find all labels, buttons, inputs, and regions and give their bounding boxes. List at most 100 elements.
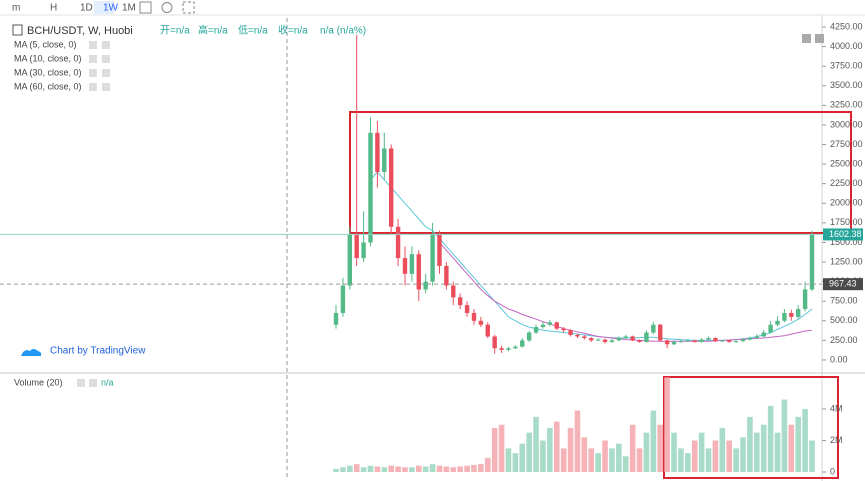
y-tick-label: 2000.00 — [830, 198, 863, 208]
volume-bar — [409, 467, 415, 473]
interval-button[interactable]: 1D — [80, 3, 93, 14]
candle-body — [506, 348, 511, 350]
price-label: 967.43 — [829, 279, 857, 289]
volume-bar — [560, 448, 567, 473]
candle-body — [416, 254, 421, 290]
volume-bar — [450, 467, 457, 473]
candle-body — [451, 285, 456, 298]
candle-body — [789, 312, 794, 317]
candle-body — [375, 132, 380, 172]
volume-bar — [795, 416, 802, 473]
candle-body — [651, 324, 656, 333]
candle-body — [685, 340, 691, 342]
tool-icon[interactable] — [161, 2, 173, 13]
candle-body — [706, 338, 711, 340]
volume-title: Volume (20) — [14, 377, 63, 387]
legend-icon[interactable] — [102, 83, 110, 91]
candle-body — [589, 338, 594, 341]
candle-body — [540, 324, 546, 328]
y-tick-label: 250.00 — [830, 335, 858, 345]
volume-bar — [340, 467, 346, 473]
volume-bar — [436, 465, 443, 473]
candle-body — [471, 312, 477, 321]
legend-icon[interactable] — [89, 379, 97, 387]
interval-button[interactable]: 1W — [103, 3, 119, 14]
y-tick-label: 2500.00 — [830, 158, 863, 168]
candle-body — [747, 338, 753, 340]
interval-button[interactable]: m — [12, 3, 20, 14]
candle-body — [444, 265, 449, 286]
info-icon[interactable] — [802, 34, 811, 43]
candle-body — [520, 340, 525, 347]
candle-body — [485, 324, 490, 337]
candle-body — [568, 330, 573, 335]
y-tick-label: 3250.00 — [830, 100, 863, 110]
y-tick-label: 1250.00 — [830, 256, 863, 266]
volume-bar — [760, 424, 767, 473]
legend-icon[interactable] — [89, 55, 97, 63]
legend-icon[interactable] — [89, 83, 97, 91]
ohlc-low: 低=n/a — [238, 24, 268, 37]
price-label: 1602.38 — [829, 229, 862, 239]
candle-body — [664, 340, 670, 345]
legend-icon[interactable] — [102, 41, 110, 49]
volume-bar — [402, 467, 408, 473]
candle-body — [733, 341, 739, 343]
volume-bar — [616, 443, 622, 473]
candle-body — [554, 322, 559, 329]
legend-icon[interactable] — [89, 41, 97, 49]
info-icon[interactable] — [815, 34, 824, 43]
candle-body — [499, 348, 504, 350]
interval-button[interactable]: 1M — [122, 3, 136, 14]
candle-body — [671, 341, 677, 345]
legend-icon[interactable] — [102, 69, 110, 77]
volume-bar — [719, 427, 726, 473]
y-tick-label: 750.00 — [830, 296, 858, 306]
candle-body — [699, 339, 704, 342]
volume-bar — [747, 416, 753, 473]
candle-body — [692, 340, 697, 342]
volume-bar — [491, 427, 498, 473]
candle-body — [644, 332, 649, 342]
interval-button[interactable]: H — [50, 3, 57, 14]
volume-bar — [547, 427, 553, 473]
volume-bar — [519, 443, 526, 473]
volume-bar — [415, 465, 422, 473]
volume-bar — [733, 448, 739, 473]
volume-bar — [595, 453, 601, 473]
y-tick-label: 4000.00 — [830, 41, 863, 51]
branding[interactable]: Chart by TradingView — [50, 346, 146, 357]
volume-bar — [678, 448, 684, 473]
volume-bar — [671, 432, 677, 473]
tool-icon[interactable] — [139, 1, 152, 14]
collapse-icon[interactable] — [12, 24, 23, 36]
candle-body — [361, 242, 366, 259]
tool-icon[interactable] — [182, 1, 195, 14]
tradingview-logo — [21, 349, 42, 356]
candle-body — [382, 148, 387, 172]
volume-bar — [526, 432, 532, 473]
volume-bar — [705, 448, 712, 473]
candle-body — [761, 332, 766, 337]
candle-body — [658, 324, 663, 341]
volume-bar — [740, 437, 746, 473]
legend-icon[interactable] — [77, 379, 85, 387]
candle-body — [547, 322, 553, 325]
volume-bar — [381, 467, 388, 473]
candle-body — [430, 234, 435, 282]
y-tick-label: 3750.00 — [830, 61, 863, 71]
candle-body — [809, 234, 815, 290]
candle-body — [402, 258, 408, 274]
candle-body — [727, 340, 732, 342]
candle-body — [623, 336, 628, 339]
legend-icon[interactable] — [89, 69, 97, 77]
candle-body — [768, 324, 773, 333]
volume-bar — [346, 465, 353, 473]
volume-bar — [657, 424, 664, 473]
volume-bar — [664, 377, 670, 473]
volume-bar — [512, 453, 519, 473]
candle-body — [478, 320, 484, 325]
legend-icon[interactable] — [102, 55, 110, 63]
volume-bar — [429, 464, 436, 473]
symbol-title: BCH/USDT, W, Huobi — [27, 25, 133, 37]
